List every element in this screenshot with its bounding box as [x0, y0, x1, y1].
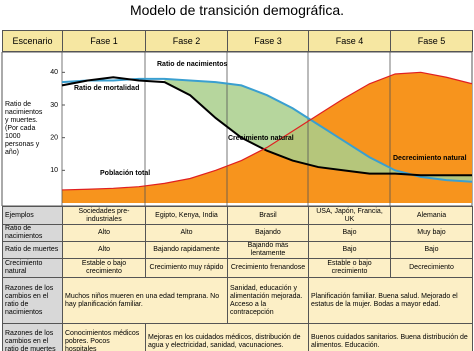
header-cell: Fase 5: [390, 30, 473, 52]
series-label: Ratio de mortalidad: [74, 85, 139, 92]
cell: Bajando rapidamente: [145, 241, 228, 259]
cell: Estable o bajo crecimiento: [308, 258, 391, 278]
header-cell: Fase 1: [62, 30, 146, 52]
series-line: [61, 76, 472, 177]
header-cell: Fase 2: [145, 30, 228, 52]
row-label: Crecimiento natural: [2, 258, 63, 278]
cell: Bajo: [308, 224, 391, 242]
cell: Brasil: [227, 206, 309, 225]
annotation: Crecimiento natural: [228, 135, 294, 142]
y-tick-label: 20: [50, 135, 58, 142]
natural-growth-area: [164, 78, 472, 182]
cell: Muy bajo: [390, 224, 473, 242]
cell: Egipto, Kenya, India: [145, 206, 228, 225]
cell: Alemania: [390, 206, 473, 225]
cell: Crecimiento frenandose: [227, 258, 309, 278]
cell: Alto: [62, 224, 146, 242]
cell: Crecimiento muy rápido: [145, 258, 228, 278]
cell: Conocimientos médicos pobres. Pocos hosp…: [62, 323, 146, 351]
header-row: Escenario Fase 1 Fase 2 Fase 3 Fase 4 Fa…: [2, 30, 473, 52]
cell: Buenos cuidados sanitarios. Buena distri…: [308, 323, 473, 351]
row-label: Ratio de nacimientos: [2, 224, 63, 242]
cell: Estable o bajo crecimiento: [62, 258, 146, 278]
cell: USA, Japón, Francia, UK: [308, 206, 391, 225]
cell: Mejoras en los cuidados médicos, distrib…: [145, 323, 309, 351]
cell: Alto: [62, 241, 146, 259]
cell: Planificación familiar. Buena salud. Mej…: [308, 277, 473, 324]
header-cell: Escenario: [2, 30, 63, 52]
table: Ejemplos Sociedades pre-industriales Egi…: [2, 206, 473, 351]
series-label: Población total: [100, 170, 150, 177]
series-label: Ratio de nacimientos: [157, 61, 228, 68]
annotation: Decrecimiento natural: [393, 155, 467, 162]
cell: Bajo: [308, 241, 391, 259]
series-line: [61, 71, 473, 191]
row-label: Razones de los cambios en el ratio de na…: [2, 277, 63, 324]
cell: Sanidad, educación y alimentación mejora…: [227, 277, 309, 324]
header-cell: Fase 4: [308, 30, 391, 52]
y-tick-label: 40: [50, 69, 58, 76]
cell: Bajando más lentamente: [227, 241, 309, 259]
header-cell: Fase 3: [227, 30, 309, 52]
y-tick-label: 10: [50, 167, 58, 174]
cell: Bajo: [390, 241, 473, 259]
cell: Bajando: [227, 224, 309, 242]
y-axis-label: Ratio de nacimientos y muertes. (Por cada 10…: [5, 101, 43, 156]
row-label: Ratio de muertes: [2, 241, 63, 259]
row-label: Ejemplos: [2, 206, 63, 225]
chart: Ratio de nacimientos y muertes. (Por cada 10…: [1, 52, 473, 206]
cell: Decrecimiento: [390, 258, 473, 278]
title: Modelo de transición demográfica.: [129, 2, 344, 18]
y-tick-label: 30: [50, 102, 58, 109]
cell: Sociedades pre-industriales: [62, 206, 146, 225]
cell: Muchos niños mueren en una edad temprana…: [62, 277, 228, 324]
cell: Alto: [145, 224, 228, 242]
row-label: Razones de los cambios en el ratio de mu…: [2, 323, 63, 351]
